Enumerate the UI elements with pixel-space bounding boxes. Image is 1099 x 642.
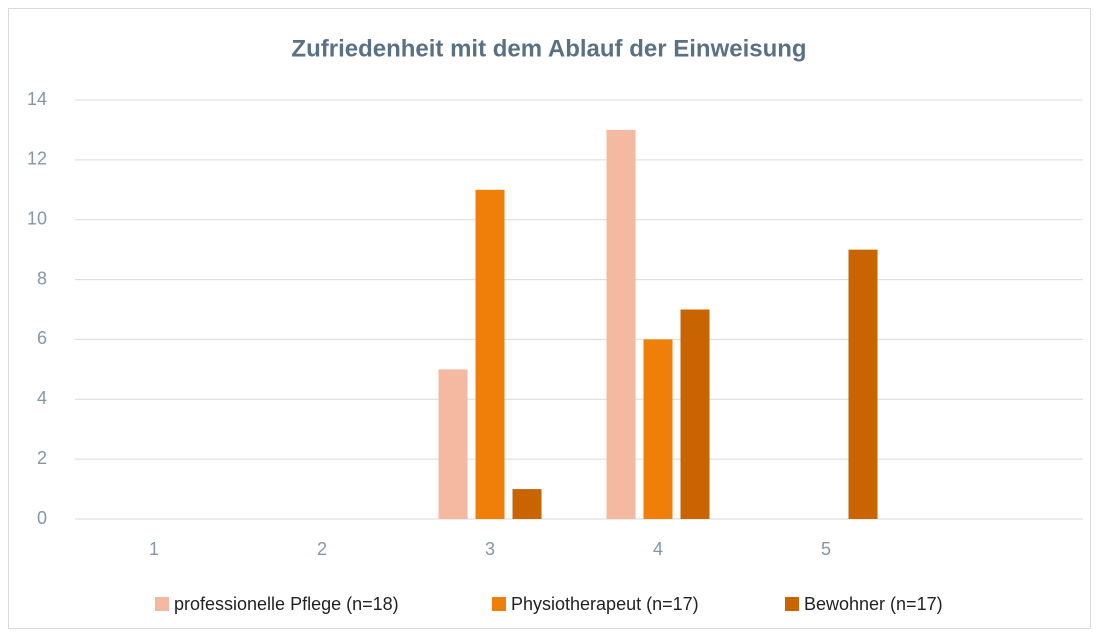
x-tick-label: 5 bbox=[821, 539, 831, 559]
legend-swatch bbox=[492, 597, 506, 611]
y-tick-label: 4 bbox=[37, 388, 47, 408]
x-tick-label: 1 bbox=[149, 539, 159, 559]
bar bbox=[848, 249, 878, 519]
bar bbox=[606, 129, 636, 519]
chart-title: Zufriedenheit mit dem Ablauf der Einweis… bbox=[291, 35, 806, 62]
bar bbox=[643, 339, 673, 519]
legend-label: Physiotherapeut (n=17) bbox=[511, 594, 699, 614]
y-tick-label: 14 bbox=[27, 89, 47, 109]
y-tick-label: 8 bbox=[37, 268, 47, 288]
x-tick-label: 3 bbox=[485, 539, 495, 559]
y-tick-label: 6 bbox=[37, 328, 47, 348]
x-tick-label: 2 bbox=[317, 539, 327, 559]
bar bbox=[475, 189, 505, 520]
bar bbox=[438, 369, 468, 519]
y-tick-label: 2 bbox=[37, 448, 47, 468]
x-tick-label: 4 bbox=[653, 539, 663, 559]
legend-label: Bewohner (n=17) bbox=[804, 594, 943, 614]
bar bbox=[512, 489, 542, 519]
legend-swatch bbox=[785, 597, 799, 611]
y-tick-label: 12 bbox=[27, 149, 47, 169]
legend-swatch bbox=[155, 597, 169, 611]
bar bbox=[680, 309, 710, 519]
legend-label: professionelle Pflege (n=18) bbox=[174, 594, 399, 614]
chart-frame bbox=[8, 8, 1091, 629]
y-tick-label: 10 bbox=[27, 208, 47, 228]
y-tick-label: 0 bbox=[37, 508, 47, 528]
